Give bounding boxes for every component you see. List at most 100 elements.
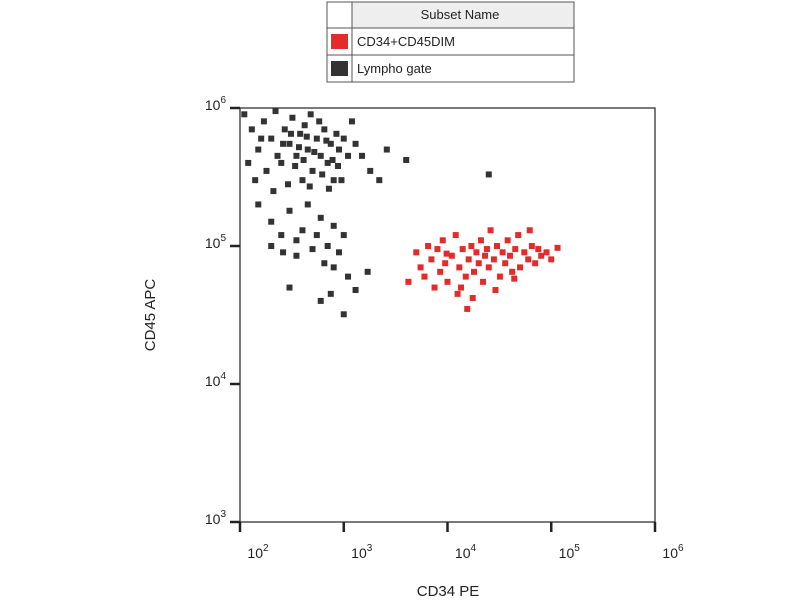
data-point bbox=[252, 177, 259, 184]
data-point bbox=[490, 256, 497, 263]
data-point bbox=[324, 159, 331, 166]
data-point bbox=[299, 177, 306, 184]
data-point bbox=[340, 232, 347, 239]
data-point bbox=[268, 135, 275, 142]
data-point bbox=[309, 167, 316, 174]
data-point bbox=[405, 278, 412, 285]
data-point bbox=[340, 311, 347, 318]
tick-label: 103 bbox=[351, 543, 373, 561]
data-point bbox=[319, 171, 326, 178]
data-point bbox=[443, 250, 450, 257]
data-point bbox=[293, 152, 300, 159]
tick-label: 104 bbox=[205, 371, 227, 389]
data-point bbox=[434, 246, 441, 253]
data-point bbox=[248, 126, 255, 133]
data-point bbox=[452, 232, 459, 239]
tick-exponent: 6 bbox=[678, 543, 684, 554]
data-point bbox=[286, 284, 293, 291]
data-point bbox=[462, 273, 469, 280]
data-point bbox=[511, 275, 518, 282]
data-point bbox=[499, 249, 506, 256]
data-point bbox=[260, 118, 267, 125]
data-point bbox=[475, 260, 482, 267]
tick-base: 10 bbox=[559, 545, 575, 561]
data-point bbox=[521, 249, 528, 256]
data-point bbox=[470, 268, 477, 275]
data-point bbox=[329, 156, 336, 163]
data-point bbox=[367, 167, 374, 174]
data-point bbox=[330, 177, 337, 184]
data-point bbox=[268, 243, 275, 249]
data-point bbox=[325, 185, 332, 192]
data-point bbox=[348, 118, 355, 125]
data-point bbox=[330, 264, 337, 271]
data-point bbox=[313, 232, 320, 239]
data-point bbox=[307, 111, 314, 118]
data-point bbox=[538, 252, 545, 259]
data-point bbox=[304, 201, 311, 208]
tick-base: 10 bbox=[205, 97, 221, 113]
data-point bbox=[504, 237, 511, 244]
data-point bbox=[496, 273, 503, 280]
legend-header bbox=[351, 1, 575, 29]
tick-label: 106 bbox=[205, 95, 227, 113]
data-point bbox=[509, 268, 516, 275]
data-point bbox=[465, 256, 472, 263]
data-point bbox=[263, 167, 270, 174]
data-point bbox=[284, 181, 291, 188]
data-point bbox=[431, 284, 438, 291]
data-point bbox=[417, 264, 424, 271]
data-point bbox=[473, 249, 480, 256]
data-point bbox=[309, 246, 316, 253]
data-point bbox=[274, 152, 281, 159]
data-point bbox=[299, 227, 306, 234]
data-point bbox=[483, 246, 490, 253]
data-point bbox=[468, 243, 475, 249]
data-point bbox=[477, 237, 484, 244]
data-point bbox=[287, 130, 294, 137]
data-point bbox=[324, 243, 331, 249]
data-point bbox=[485, 264, 492, 271]
data-point bbox=[289, 114, 296, 121]
data-point bbox=[317, 152, 324, 159]
data-point bbox=[241, 111, 248, 118]
tick-label: 103 bbox=[205, 509, 227, 527]
data-point bbox=[333, 130, 340, 137]
data-point bbox=[437, 268, 444, 275]
data-point bbox=[327, 140, 334, 147]
tick-exponent: 4 bbox=[220, 371, 226, 382]
data-point bbox=[286, 140, 293, 147]
data-point bbox=[301, 122, 308, 129]
data-point bbox=[297, 130, 304, 137]
data-point bbox=[442, 260, 449, 267]
tick-exponent: 4 bbox=[471, 543, 477, 554]
legend-label: CD34+CD45DIM bbox=[357, 34, 455, 49]
tick-base: 10 bbox=[205, 511, 221, 527]
data-point bbox=[286, 207, 293, 214]
data-point bbox=[459, 246, 466, 253]
data-point bbox=[554, 244, 561, 251]
data-point bbox=[456, 264, 463, 271]
data-point bbox=[300, 156, 307, 163]
tick-exponent: 3 bbox=[367, 543, 373, 554]
data-point bbox=[376, 177, 383, 184]
x-axis-label: CD34 PE bbox=[417, 583, 480, 600]
data-point bbox=[303, 133, 310, 140]
y-axis-label: CD45 APC bbox=[142, 279, 159, 352]
data-point bbox=[469, 294, 476, 301]
tick-exponent: 6 bbox=[220, 95, 226, 106]
data-point bbox=[428, 256, 435, 263]
data-point bbox=[444, 278, 451, 285]
tick-exponent: 5 bbox=[220, 233, 226, 244]
data-point bbox=[526, 227, 533, 234]
data-point bbox=[293, 237, 300, 244]
data-point bbox=[502, 260, 509, 267]
data-point bbox=[454, 290, 461, 297]
tick-base: 10 bbox=[351, 545, 367, 561]
tick-exponent: 3 bbox=[220, 509, 226, 520]
data-point bbox=[364, 268, 371, 275]
legend: Subset Name bbox=[326, 1, 575, 83]
data-point bbox=[485, 171, 492, 178]
data-point bbox=[278, 159, 285, 166]
